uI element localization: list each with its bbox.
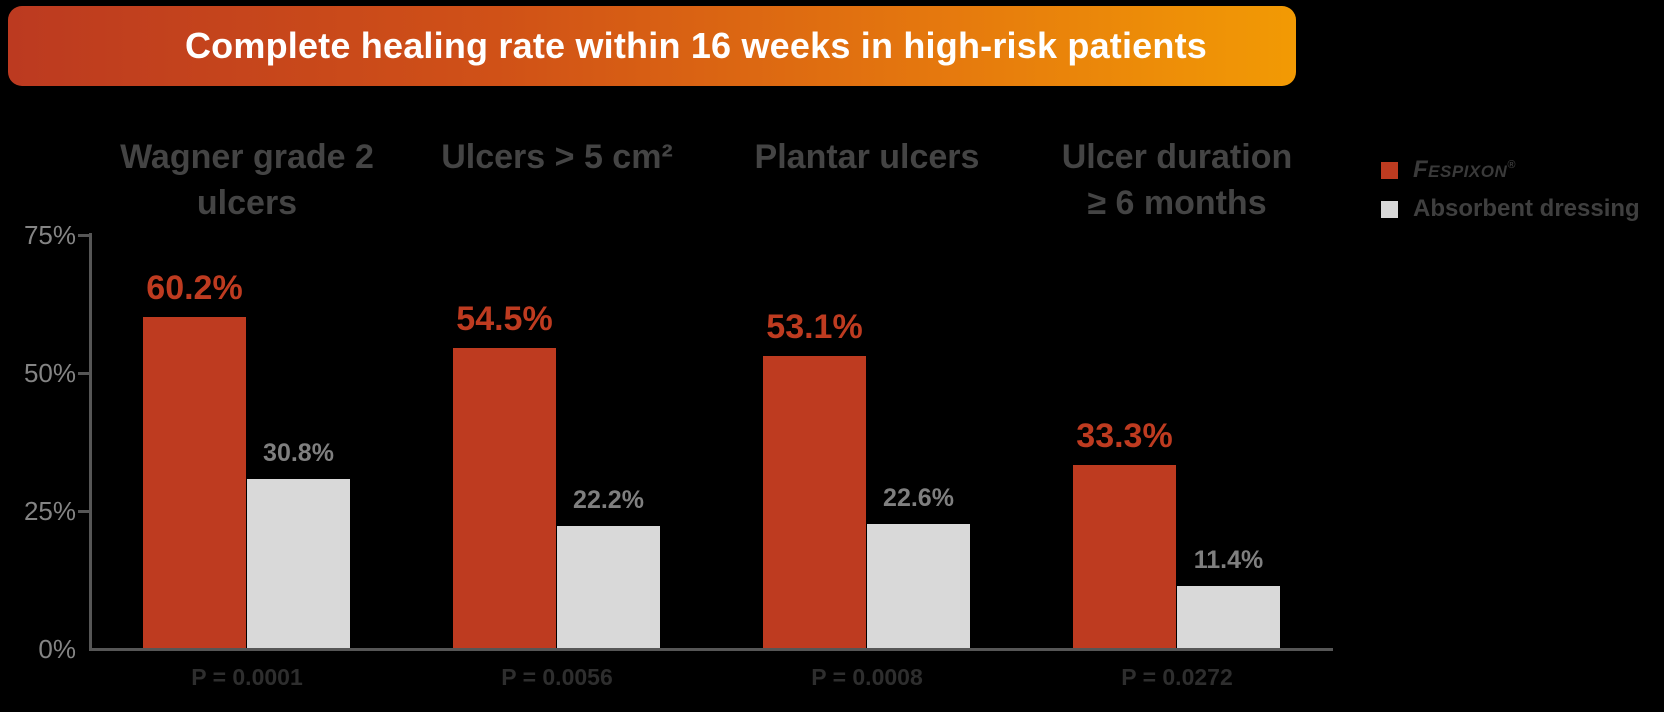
p-value-label: P = 0.0272 (1121, 664, 1233, 690)
fespixon-value-label: 53.1% (766, 308, 863, 346)
p-value-label: P = 0.0001 (191, 664, 303, 690)
chart-title: Complete healing rate within 16 weeks in… (184, 25, 1208, 66)
fespixon-wordmark: Fespixon (1413, 156, 1508, 183)
y-axis-tick-label: 75% (23, 220, 76, 250)
legend-label-fespixon: Fespixon® (1413, 156, 1516, 184)
absorbent-bar (867, 524, 970, 649)
p-value-label: P = 0.0008 (811, 664, 923, 690)
registered-mark: ® (1507, 159, 1516, 171)
fespixon-bar (143, 317, 246, 649)
title-banner: Complete healing rate within 16 weeks in… (8, 6, 1296, 86)
y-axis-line (89, 233, 92, 651)
legend-item-absorbent: Absorbent dressing (1381, 195, 1640, 222)
fespixon-bar (453, 348, 556, 649)
absorbent-swatch-icon (1381, 200, 1398, 218)
y-axis-tick-label: 50% (23, 358, 76, 388)
fespixon-swatch-icon (1381, 161, 1398, 179)
fespixon-bar (763, 356, 866, 649)
p-value-label: P = 0.0056 (501, 664, 613, 690)
legend-item-fespixon: Fespixon® (1381, 156, 1640, 183)
absorbent-value-label: 30.8% (263, 439, 334, 467)
absorbent-value-label: 11.4% (1193, 546, 1264, 574)
fespixon-value-label: 33.3% (1076, 417, 1173, 455)
absorbent-value-label: 22.2% (573, 486, 644, 514)
category-header: Plantar ulcers (754, 138, 980, 176)
absorbent-bar (1177, 586, 1280, 649)
y-axis-tick-mark (78, 510, 91, 513)
category-header: Ulcers > 5 cm² (441, 138, 673, 176)
category-header: Ulcer duration ≥ 6 months (1061, 138, 1293, 222)
fespixon-bar (1073, 465, 1176, 649)
y-axis-tick-mark (78, 234, 91, 237)
absorbent-bar (247, 479, 350, 649)
category-header: Wagner grade 2 ulcers (120, 138, 374, 222)
legend: Fespixon® Absorbent dressing (1381, 156, 1640, 238)
y-axis-tick-label: 25% (23, 496, 76, 526)
legend-label-absorbent: Absorbent dressing (1413, 195, 1640, 222)
y-axis-tick-label: 0% (38, 634, 76, 664)
fespixon-value-label: 54.5% (456, 300, 553, 338)
x-axis-line (90, 648, 1333, 651)
absorbent-value-label: 22.6% (883, 484, 954, 512)
y-axis-tick-mark (78, 372, 91, 375)
fespixon-value-label: 60.2% (146, 269, 243, 307)
absorbent-bar (557, 526, 660, 649)
